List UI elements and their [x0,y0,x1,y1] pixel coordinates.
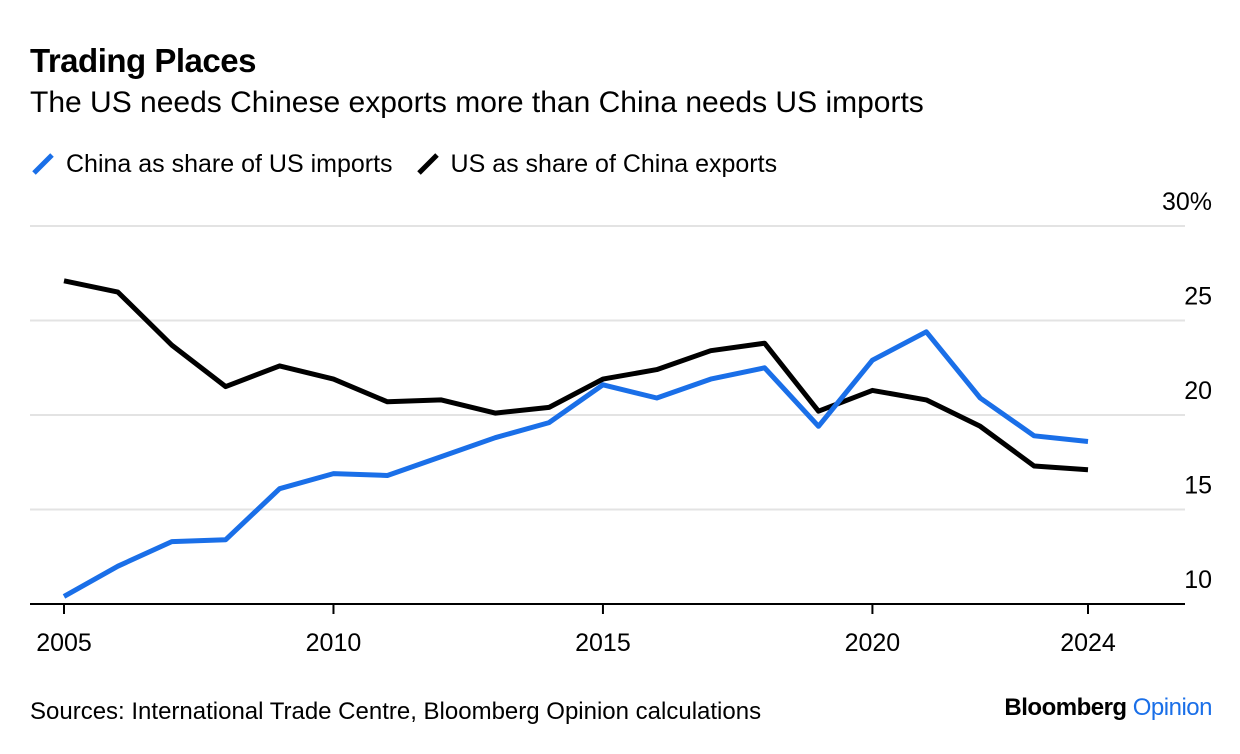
legend-label-us-imports: China as share of US imports [66,149,393,178]
x-tick-label-2: 2015 [575,629,631,657]
y-tick-label-3: 25 [1184,283,1212,311]
y-tick-label-2: 20 [1184,377,1212,405]
y-tick-label-0: 10 [1184,566,1212,594]
brand-logo: Bloomberg Opinion [1004,694,1212,721]
source-note: Sources: International Trade Centre, Blo… [30,698,762,725]
series-line-0 [62,329,1089,599]
x-tick-label-0: 2005 [36,629,92,657]
y-tick-label-4: 30% [1162,188,1212,216]
y-tick-label-1: 15 [1184,472,1212,500]
legend-item-china-exports: US as share of China exports [415,149,778,179]
chart-subtitle: The US needs Chinese exports more than C… [30,86,924,119]
legend-swatch-china-exports [416,153,439,175]
legend-swatch-us-imports [32,153,54,175]
legend: China as share of US imports US as share… [30,146,799,182]
legend-label-china-exports: US as share of China exports [450,149,778,178]
x-tick-label-1: 2010 [306,629,362,657]
chart-title: Trading Places [30,42,256,79]
legend-item-us-imports: China as share of US imports [30,150,393,179]
series-line-1 [63,278,1089,473]
x-tick-label-4: 2024 [1060,629,1116,657]
x-tick-label-3: 2020 [845,629,901,657]
